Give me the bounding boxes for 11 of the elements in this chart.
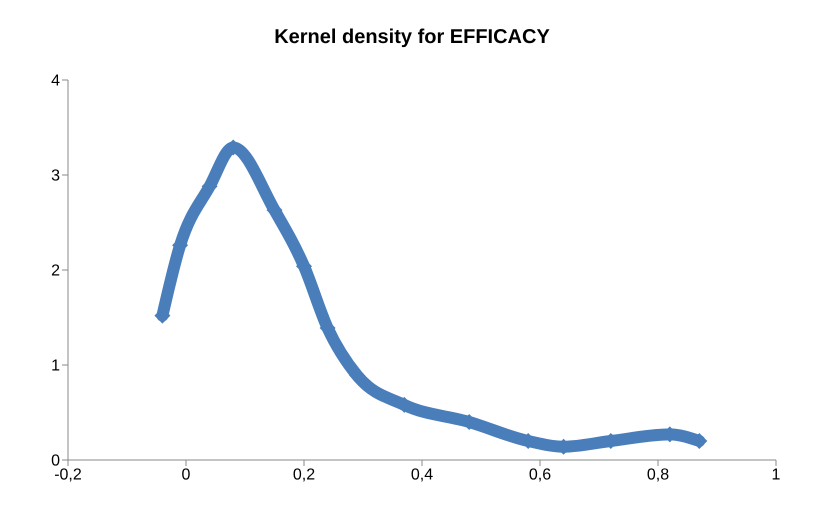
x-tick-label: 1 [772, 466, 781, 484]
y-tick-label: 1 [51, 358, 60, 375]
chart-title: Kernel density for EFFICACY [273, 25, 551, 50]
x-tick-label: 0 [182, 466, 191, 484]
x-tick-label: 0,6 [528, 466, 552, 484]
y-tick-label: 4 [51, 72, 60, 90]
y-tick-label: 2 [51, 262, 60, 280]
x-tick-label: 0,2 [292, 466, 316, 484]
x-tick-label: 0,8 [646, 466, 670, 484]
y-tick-label: 3 [51, 168, 60, 185]
x-tick-label: 0,4 [410, 466, 434, 484]
